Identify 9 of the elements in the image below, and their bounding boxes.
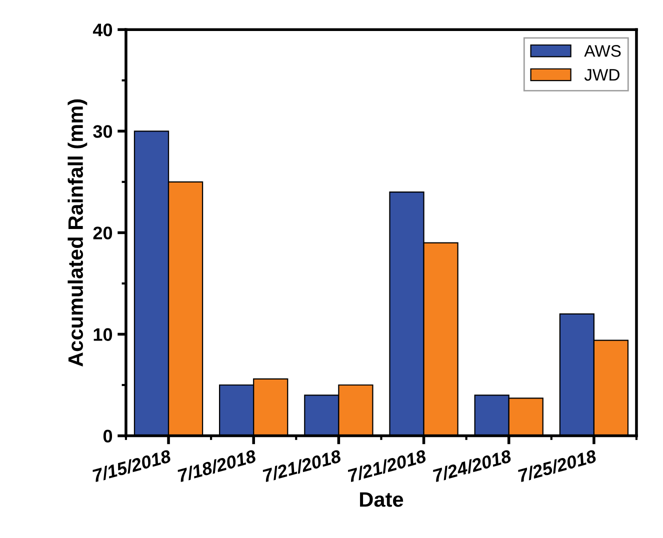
x-axis-title: Date xyxy=(360,492,404,507)
y-tick-label: 0 xyxy=(103,430,112,442)
y-tick-label: 30 xyxy=(93,125,112,138)
y-tick-label: 20 xyxy=(93,226,112,240)
y-axis-title: Accumulated Rainfall (mm) xyxy=(68,99,88,366)
y-tick-label: 10 xyxy=(94,328,112,341)
legend-label: JWD xyxy=(584,69,620,81)
legend-label: AWS xyxy=(584,45,621,57)
y-tick-label: 40 xyxy=(92,24,112,36)
